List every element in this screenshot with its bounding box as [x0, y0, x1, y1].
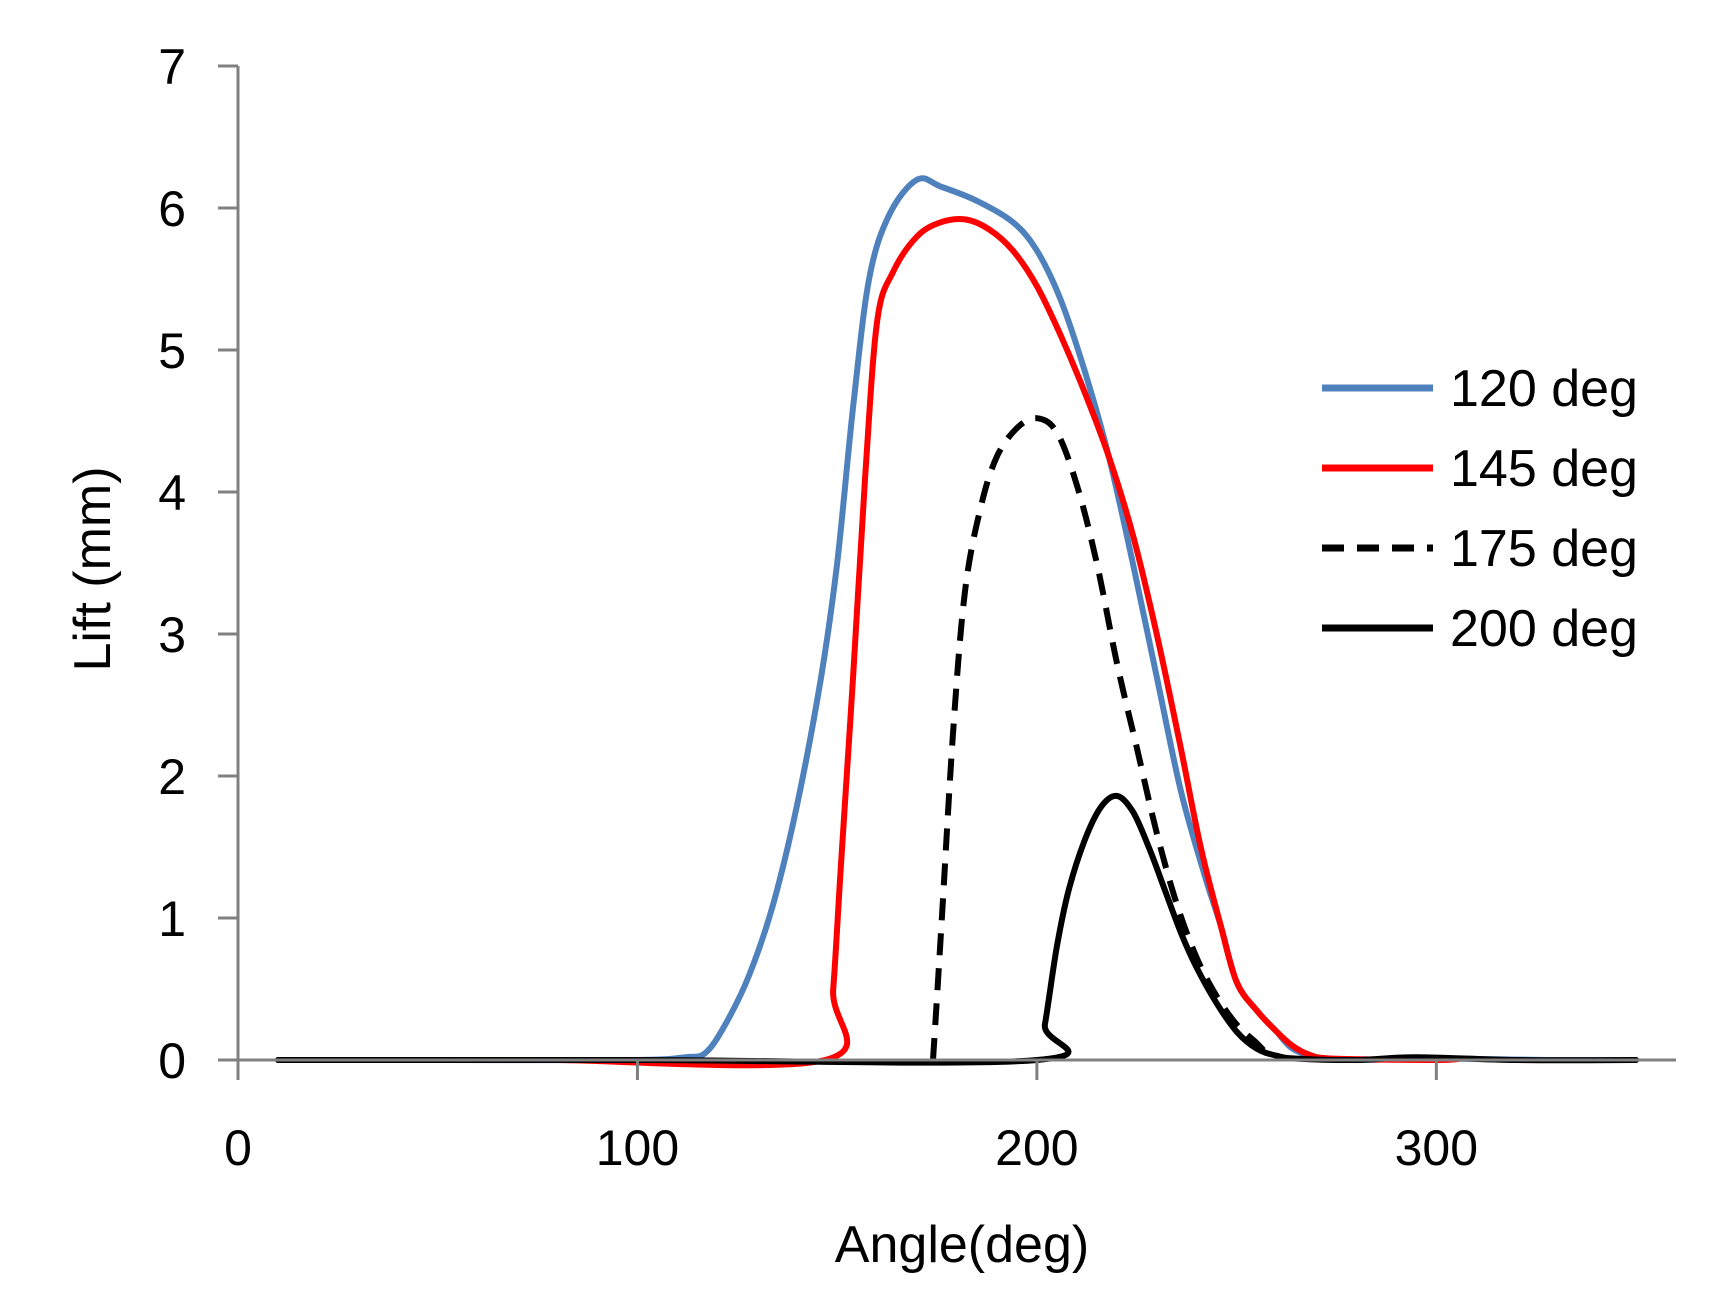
legend-label-200-deg: 200 deg: [1450, 600, 1638, 658]
y-tick-label: 1: [158, 891, 186, 947]
x-tick-label: 200: [995, 1120, 1078, 1176]
legend-label-145-deg: 145 deg: [1450, 440, 1638, 498]
series-line-175-deg: [930, 415, 1271, 1061]
legend: 120 deg 145 deg 175 deg 200 deg: [1322, 360, 1638, 658]
legend-label-175-deg: 175 deg: [1450, 520, 1638, 578]
x-tick-label: 0: [224, 1120, 252, 1176]
y-tick-label: 6: [158, 181, 186, 237]
y-tick-label: 7: [158, 39, 186, 95]
y-tick-label: 0: [158, 1033, 186, 1089]
axes: 0 1 2 3 4 5 6 7 0 100 200 300: [158, 39, 1676, 1176]
y-tick-label: 4: [158, 465, 186, 521]
y-tick-label: 5: [158, 323, 186, 379]
series-lines: [274, 175, 1640, 1069]
y-tick-label: 2: [158, 749, 186, 805]
series-line-200-deg: [274, 792, 1640, 1066]
x-tick-label: 100: [596, 1120, 679, 1176]
series-line-145-deg: [514, 215, 1464, 1069]
x-tick-label: 300: [1395, 1120, 1478, 1176]
y-axis-title: Lift (mm): [64, 466, 122, 671]
series-line-120-deg: [274, 175, 1640, 1064]
y-tick-label: 3: [158, 607, 186, 663]
x-axis-title: Angle(deg): [835, 1216, 1089, 1274]
legend-label-120-deg: 120 deg: [1450, 360, 1638, 418]
